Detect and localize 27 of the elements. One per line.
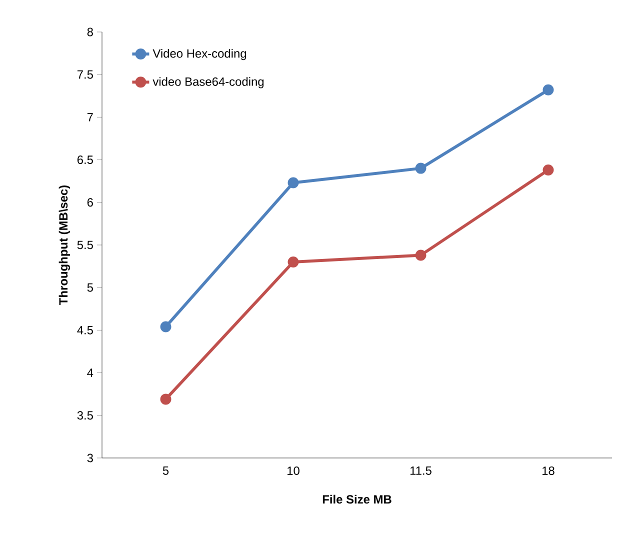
y-tick-label: 5.5 [77, 240, 93, 250]
point [160, 394, 172, 405]
x-tick-label: 5 [162, 466, 169, 475]
x-axis-title: File Size MB [322, 494, 392, 504]
y-tick-label: 7 [87, 113, 93, 122]
y-axis-title: Throughput (MB\sec) [58, 185, 70, 305]
y-tick-label: 7.5 [77, 70, 93, 79]
point [288, 256, 299, 268]
point [542, 164, 554, 176]
y-tick-label: 4.5 [77, 326, 93, 334]
point [542, 84, 554, 96]
y-tick-label: 4 [87, 368, 94, 377]
x-tick-label: 10 [288, 466, 300, 475]
x-tick-label: 18 [542, 466, 554, 475]
y-tick-label: 6 [87, 198, 93, 207]
legend-label: video Base64-coding [152, 77, 264, 88]
point [288, 177, 299, 188]
y-tick-label: 5 [87, 283, 93, 292]
y-tick-label: 6.5 [77, 156, 93, 164]
y-tick-label: 8 [87, 28, 93, 36]
point [415, 250, 426, 261]
y-tick-label: 3.5 [77, 411, 93, 420]
legend-label: Video Hex-coding [152, 48, 246, 60]
point [160, 321, 172, 332]
x-tick-label: 11.5 [410, 466, 432, 475]
point [415, 162, 426, 174]
y-tick-label: 3 [87, 454, 93, 462]
